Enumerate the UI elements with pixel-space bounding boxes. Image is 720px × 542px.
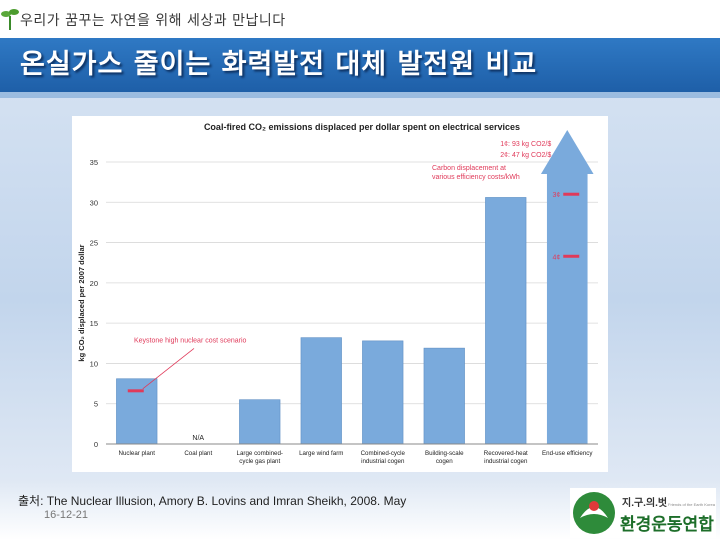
bar-arrow-head [540,130,594,174]
x-tick-line: Large combined- [237,450,283,457]
x-tick-label: Coal plant [184,450,212,457]
x-tick-label: Large combined-cycle gas plant [237,450,283,465]
sprout-icon [1,9,19,30]
y-tick-label: 20 [90,279,98,288]
bar [546,172,588,444]
cost-marker [127,389,144,393]
x-tick-label: Recovered-heat industrial cogen [484,450,528,465]
logo-small-text: Friends of the Earth Korea [668,502,716,507]
sprout-leaf-right [9,9,19,15]
bar-note: N/A [192,435,204,442]
x-tick-label: Building-scale cogen [425,450,464,465]
x-tick-line: industrial cogen [484,458,528,465]
carbon-note-line: Carbon displacement at [432,165,506,172]
logo-line1: 지.구.의.벗 [622,496,667,509]
source-citation: 출처: The Nuclear Illusion, Amory B. Lovin… [18,494,407,508]
x-tick-line: Coal plant [184,450,212,457]
y-tick-label: 35 [90,158,98,167]
logo-sun-icon [589,501,599,511]
x-tick-line: cycle gas plant [239,458,280,465]
y-tick-label: 30 [90,198,98,207]
x-tick-line: industrial cogen [361,458,405,465]
top-strip: 우리가 꿈꾸는 자연을 위해 세상과 만납니다 [0,0,720,38]
price-legend-line: 1¢: 93 kg CO2/$ [500,141,551,148]
y-tick-label: 15 [90,319,98,328]
chart-panel: Coal-fired CO₂ emissions displaced per d… [72,116,608,472]
x-tick-line: End-use efficiency [542,450,593,457]
keystone-leader-line [142,348,195,390]
cost-marker-label: 4¢ [552,254,560,261]
y-tick-label: 0 [94,440,98,449]
x-tick-label: Large wind farm [299,450,343,457]
title-bar: 온실가스 줄이는 화력발전 대체 발전원 비교 [0,38,720,92]
logo-line2: 환경운동연합 [620,514,714,535]
bar-chart: Coal-fired CO₂ emissions displaced per d… [77,122,598,465]
organization-logo: 지.구.의.벗 Friends of the Earth Korea 환경운동연… [570,488,716,538]
bar [116,378,158,445]
price-legend-line: 2¢: 47 kg CO2/$ [500,152,551,159]
logo-wave-icon [580,507,608,518]
x-tick-label: Combined-cycle industrial cogen [361,450,406,465]
sprout-leaf-left [1,11,11,17]
x-tick-line: Building-scale [425,450,464,457]
x-tick-line: Combined-cycle [361,450,406,457]
bar [423,347,465,445]
bar [485,197,527,445]
y-axis-label: kg CO₂ displaced per 2007 dollar [77,244,86,361]
tagline: 우리가 꿈꾸는 자연을 위해 세상과 만납니다 [20,13,286,29]
x-tick-line: Recovered-heat [484,450,528,457]
bar [362,340,404,445]
carbon-note-line: various efficiency costs/kWh [432,174,520,181]
x-tick-label: Nuclear plant [119,450,156,457]
y-tick-label: 10 [90,359,98,368]
x-tick-line: Nuclear plant [119,450,156,457]
logo-graphic: 지.구.의.벗 Friends of the Earth Korea 환경운동연… [573,492,716,535]
cost-marker [563,192,580,196]
slide-date: 16-12-21 [44,509,89,521]
carbon-note: Carbon displacement at various efficiency… [432,165,520,181]
cost-marker-label: 3¢ [552,192,560,199]
keystone-annotation: Keystone high nuclear cost scenario [134,337,247,344]
x-tick-label: End-use efficiency [542,450,593,457]
x-tick-line: Large wind farm [299,450,343,457]
y-tick-label: 25 [90,239,98,248]
bar [300,337,342,445]
x-tick-line: cogen [436,458,453,465]
cost-marker [563,254,580,258]
y-tick-label: 5 [94,400,98,409]
title-underline [0,92,720,98]
bar [239,399,281,445]
chart-title: Coal-fired CO₂ emissions displaced per d… [204,122,520,132]
page-title: 온실가스 줄이는 화력발전 대체 발전원 비교 [20,49,538,80]
